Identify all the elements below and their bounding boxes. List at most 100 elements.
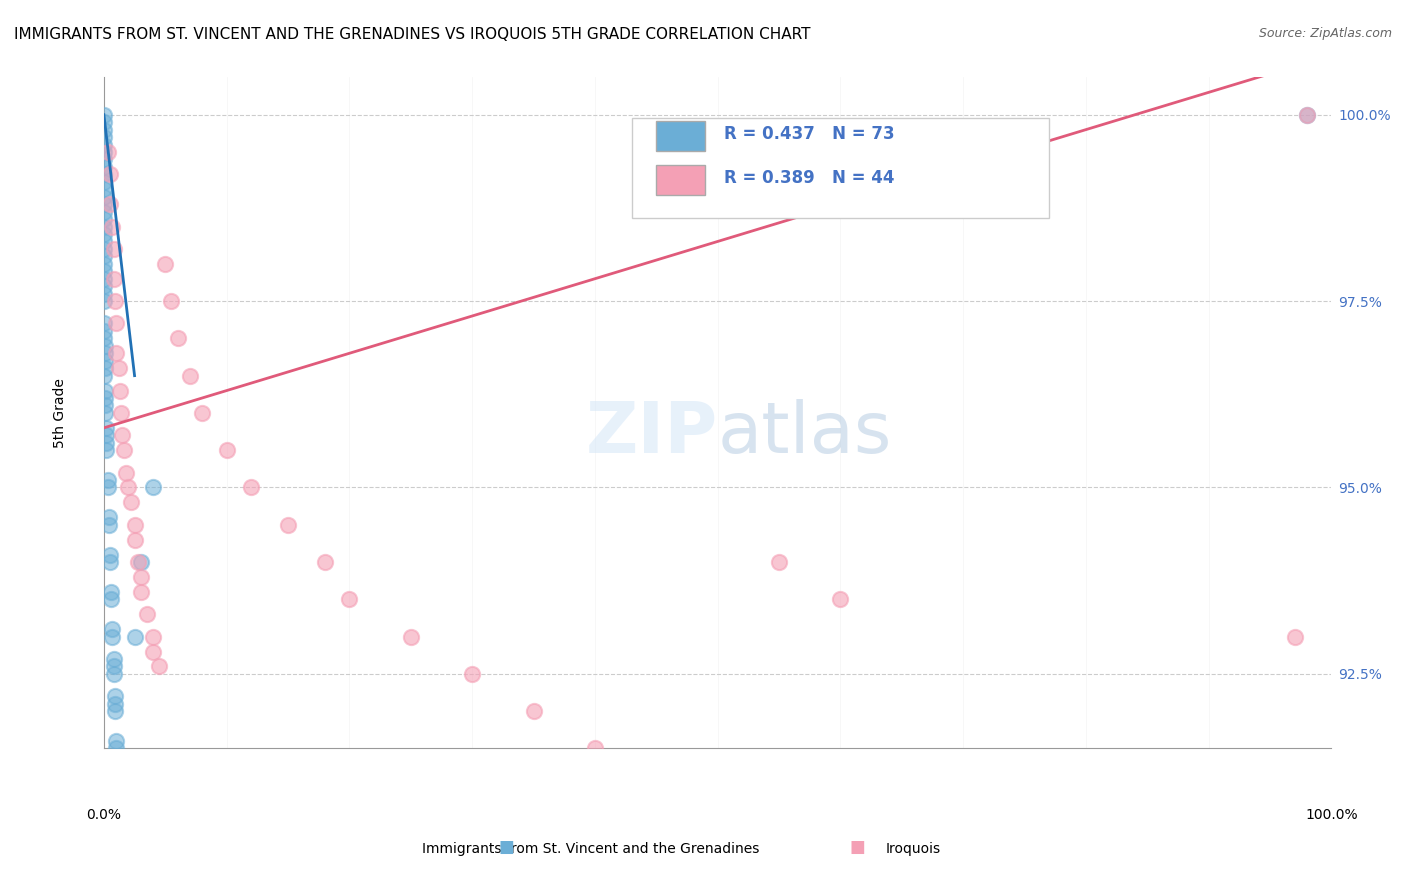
Point <box>96 145 118 159</box>
Point <box>1296 108 1319 122</box>
Point <box>96 481 118 495</box>
Text: R = 0.437   N = 73: R = 0.437 N = 73 <box>724 126 894 144</box>
Point <box>94 346 117 360</box>
Point <box>96 428 118 442</box>
Point <box>98 197 121 211</box>
Point <box>93 279 115 293</box>
Point <box>142 630 165 644</box>
Point <box>98 548 121 562</box>
Point <box>93 182 115 196</box>
Point <box>93 227 115 241</box>
Point <box>93 219 115 234</box>
Point <box>93 317 115 331</box>
Point <box>93 286 115 301</box>
Point <box>93 242 115 256</box>
Point <box>100 585 122 599</box>
Point <box>93 331 115 345</box>
Y-axis label: 5th Grade: 5th Grade <box>53 378 67 448</box>
Point <box>96 443 118 458</box>
Point <box>101 622 124 636</box>
Point <box>103 652 125 666</box>
Text: atlas: atlas <box>717 399 891 467</box>
Point <box>93 212 115 227</box>
Point <box>399 630 422 644</box>
Point <box>768 555 790 569</box>
Point <box>160 294 183 309</box>
Text: ■: ■ <box>849 838 866 856</box>
Point <box>93 324 115 338</box>
Point <box>179 368 201 383</box>
Point <box>107 361 129 376</box>
Point <box>1296 108 1319 122</box>
Point <box>93 145 115 159</box>
Point <box>104 697 127 711</box>
Point <box>94 391 117 405</box>
Point <box>103 659 125 673</box>
Point <box>94 399 117 413</box>
Point <box>96 421 118 435</box>
Point <box>94 384 117 398</box>
Point <box>105 779 128 793</box>
Point <box>93 190 115 204</box>
Point <box>583 741 606 756</box>
Point <box>105 317 128 331</box>
Point <box>93 294 115 309</box>
Text: Immigrants from St. Vincent and the Grenadines: Immigrants from St. Vincent and the Gren… <box>422 842 759 856</box>
Text: 100.0%: 100.0% <box>1305 808 1358 822</box>
Point <box>110 890 132 892</box>
Point <box>93 175 115 189</box>
Point <box>93 249 115 263</box>
Point <box>93 235 115 249</box>
Point <box>93 204 115 219</box>
Point <box>105 741 128 756</box>
Text: Iroquois: Iroquois <box>886 842 941 856</box>
Point <box>135 607 157 622</box>
Point <box>93 130 115 145</box>
Text: 0.0%: 0.0% <box>86 808 121 822</box>
Point <box>93 197 115 211</box>
Point <box>117 481 139 495</box>
Point <box>110 406 132 420</box>
Point <box>94 339 117 353</box>
Point <box>93 122 115 136</box>
Point <box>96 473 118 487</box>
Point <box>98 167 121 181</box>
Bar <box>657 165 706 194</box>
Point <box>191 406 214 420</box>
Point <box>105 734 128 748</box>
Point <box>105 771 128 785</box>
Point <box>93 115 115 129</box>
Point <box>240 481 263 495</box>
Point <box>108 853 131 867</box>
Point <box>115 466 138 480</box>
Point <box>98 555 121 569</box>
Text: ■: ■ <box>498 838 515 856</box>
Point <box>120 495 142 509</box>
Point <box>142 481 165 495</box>
Point <box>103 271 125 285</box>
Point <box>93 167 115 181</box>
Point <box>93 271 115 285</box>
Point <box>103 666 125 681</box>
Point <box>104 690 127 704</box>
Point <box>93 264 115 278</box>
Point <box>101 219 124 234</box>
Point <box>93 160 115 174</box>
Point <box>314 555 336 569</box>
FancyBboxPatch shape <box>631 118 1049 219</box>
Point <box>124 517 146 532</box>
Point <box>337 592 360 607</box>
Point <box>166 331 188 345</box>
Text: ZIP: ZIP <box>585 399 717 467</box>
Point <box>112 443 135 458</box>
Point <box>94 406 117 420</box>
Point <box>108 384 131 398</box>
Point <box>215 443 238 458</box>
Bar <box>657 121 706 152</box>
Point <box>1284 630 1306 644</box>
Point <box>97 517 120 532</box>
Point <box>101 630 124 644</box>
Point <box>105 346 128 360</box>
Point <box>142 644 165 658</box>
Point <box>93 368 115 383</box>
